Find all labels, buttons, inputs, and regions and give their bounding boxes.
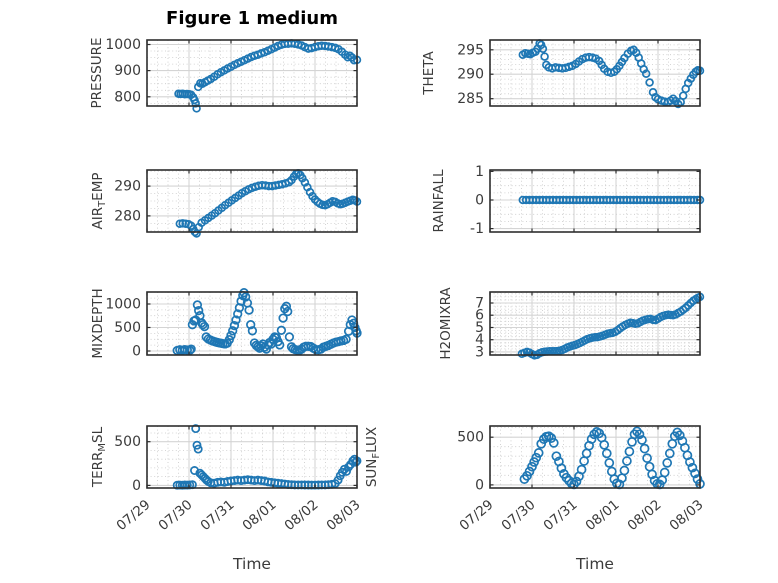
y-tick-labels: 280 290 (114, 179, 141, 225)
series-RAINFALL (518, 195, 705, 205)
axes-box (146, 425, 358, 489)
svg-text:07/30: 07/30 (498, 497, 538, 534)
major-grid (490, 170, 700, 232)
axes-box (489, 425, 701, 489)
svg-text:08/02: 08/02 (281, 497, 321, 534)
y-tick-labels: 0 500 (457, 430, 484, 494)
figure-title: Figure 1 medium (166, 8, 338, 29)
svg-text:3: 3 (475, 344, 484, 360)
svg-text:1000: 1000 (105, 297, 141, 313)
minor-grid (147, 170, 357, 232)
y-tick-labels: -1 0 1 (470, 164, 484, 237)
svg-text:1000: 1000 (105, 37, 141, 53)
y-axis-label-SUN_FLUX: SUNFLUX (364, 427, 382, 487)
series-SUN_FLUX (519, 426, 705, 490)
y-tick-labels: 0 500 1000 (105, 297, 141, 360)
series-PRESSURE (174, 39, 362, 113)
axes-box (146, 39, 358, 107)
series-AIR_TEMP (175, 169, 362, 238)
svg-text:800: 800 (114, 89, 141, 105)
svg-text:1: 1 (475, 164, 484, 180)
svg-text:07/29: 07/29 (456, 497, 496, 534)
svg-text:0: 0 (475, 477, 484, 493)
y-axis-label-AIR_TEMP: AIRTEMP (90, 172, 108, 229)
plot-THETA: 285 290 295 THETA (421, 39, 705, 109)
svg-text:08/01: 08/01 (582, 497, 622, 534)
x-tick-labels: 07/29 07/30 07/31 08/01 08/02 08/03 (456, 497, 706, 534)
y-axis-label-MIXDEPTH: MIXDEPTH (90, 288, 106, 358)
svg-text:08/01: 08/01 (239, 497, 279, 534)
svg-text:500: 500 (114, 320, 141, 336)
svg-text:08/03: 08/03 (666, 497, 706, 534)
svg-text:07/29: 07/29 (113, 497, 153, 534)
y-axis-label-TERR_MSL: TERRMSL (90, 426, 108, 488)
y-tick-labels: 285 290 295 (457, 42, 484, 107)
plot-SUN_FLUX: 0 500 07/29 07/30 07/31 08/01 08/02 08/03 SUNFLU… (364, 425, 707, 534)
svg-text:285: 285 (457, 91, 484, 107)
axes-box (489, 291, 701, 356)
svg-text:0: 0 (132, 344, 141, 360)
minor-grid (490, 170, 700, 232)
minor-grid (490, 292, 700, 356)
svg-text:290: 290 (457, 67, 484, 83)
svg-text:0: 0 (475, 193, 484, 209)
plot-TERR_MSL: 0 500 07/29 07/30 07/31 08/01 08/02 08/03 TERRMS… (90, 424, 364, 534)
x-axis-label-right: Time (576, 555, 614, 573)
svg-text:08/02: 08/02 (624, 497, 664, 534)
y-tick-labels: 800 900 1000 (105, 37, 141, 105)
y-axis-label-RAINFALL: RAINFALL (431, 169, 447, 232)
y-axis-label-H2OMIXRA: H2OMIXRA (438, 287, 454, 360)
svg-text:07/30: 07/30 (155, 497, 195, 534)
svg-text:290: 290 (114, 179, 141, 195)
series-TERR_MSL (172, 424, 362, 490)
svg-text:0: 0 (132, 478, 141, 494)
x-axis-label-left: Time (233, 555, 271, 573)
plot-AIR_TEMP: 280 290 AIRTEMP (90, 169, 362, 238)
axes-box (489, 39, 701, 107)
svg-text:-1: -1 (470, 221, 484, 237)
svg-text:4: 4 (475, 332, 484, 348)
axes-box (146, 291, 358, 356)
x-tick-labels: 07/29 07/30 07/31 08/01 08/02 08/03 (113, 497, 363, 534)
series-THETA (518, 39, 705, 109)
svg-text:295: 295 (457, 42, 484, 58)
svg-text:07/31: 07/31 (197, 497, 237, 534)
y-tick-labels: 0 500 (114, 434, 141, 494)
svg-text:08/03: 08/03 (323, 497, 363, 534)
svg-text:500: 500 (114, 434, 141, 450)
svg-text:7: 7 (475, 296, 484, 312)
series-MIXDEPTH (172, 288, 362, 356)
svg-text:280: 280 (114, 208, 141, 224)
y-axis-label-PRESSURE: PRESSURE (89, 38, 105, 109)
svg-text:6: 6 (475, 308, 484, 324)
svg-text:5: 5 (475, 320, 484, 336)
plot-RAINFALL: -1 0 1 RAINFALL (431, 164, 705, 237)
y-axis-label-THETA: THETA (421, 51, 437, 96)
minor-grid (147, 40, 357, 106)
svg-text:07/31: 07/31 (540, 497, 580, 534)
axes-box (489, 169, 701, 233)
axes-box (146, 169, 358, 233)
series-H2OMIXRA (517, 292, 705, 360)
svg-text:500: 500 (457, 430, 484, 446)
svg-text:900: 900 (114, 63, 141, 79)
